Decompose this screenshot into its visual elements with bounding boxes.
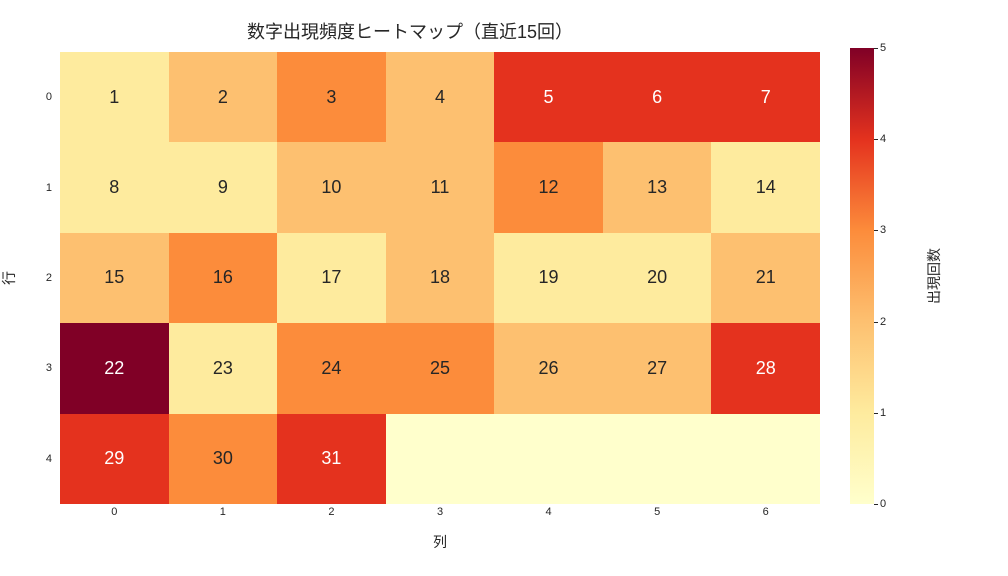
heatmap-cell: 30 [169,414,278,504]
y-tick: 0 [46,91,52,103]
y-tick: 4 [46,453,52,465]
y-tick: 1 [46,182,52,194]
heatmap-cell: 10 [277,142,386,232]
colorbar-tick: 4 [880,133,886,145]
x-tick: 6 [763,506,769,518]
heatmap-cell: 1 [60,52,169,142]
heatmap-grid: 1234567891011121314151617181920212223242… [60,52,820,504]
heatmap-cell: 20 [603,233,712,323]
x-tick: 4 [546,506,552,518]
heatmap-cell [386,414,495,504]
colorbar-label: 出現回数 [924,48,944,504]
heatmap-cell: 4 [386,52,495,142]
colorbar [850,48,874,504]
chart-title: 数字出現頻度ヒートマップ（直近15回） [0,18,820,44]
heatmap-cell: 11 [386,142,495,232]
heatmap-cell: 18 [386,233,495,323]
heatmap-cell: 29 [60,414,169,504]
y-tick: 2 [46,272,52,284]
heatmap-cell: 24 [277,323,386,413]
x-axis-label: 列 [60,532,820,552]
y-axis: 0 1 2 3 4 [24,52,54,504]
heatmap-cell: 15 [60,233,169,323]
heatmap-cell: 9 [169,142,278,232]
heatmap-cell: 8 [60,142,169,232]
heatmap-cell: 23 [169,323,278,413]
heatmap-cell: 3 [277,52,386,142]
colorbar-tick: 1 [880,407,886,419]
heatmap-cell: 12 [494,142,603,232]
heatmap-cell: 26 [494,323,603,413]
chart-wrapper: 数字出現頻度ヒートマップ（直近15回） 12345678910111213141… [0,0,1008,576]
heatmap-cell: 28 [711,323,820,413]
heatmap-cell: 21 [711,233,820,323]
heatmap-cell: 25 [386,323,495,413]
colorbar-tick: 5 [880,42,886,54]
colorbar-tick: 3 [880,224,886,236]
colorbar-gradient [850,48,874,504]
y-tick: 3 [46,362,52,374]
y-axis-label: 行 [0,52,18,504]
heatmap-cell: 13 [603,142,712,232]
x-tick: 2 [328,506,334,518]
x-tick: 0 [111,506,117,518]
colorbar-tick: 2 [880,316,886,328]
colorbar-tick: 0 [880,498,886,510]
heatmap-cell: 22 [60,323,169,413]
heatmap-cell: 16 [169,233,278,323]
colorbar-ticks: 012345 [880,48,910,504]
heatmap-cell: 7 [711,52,820,142]
heatmap-cell: 5 [494,52,603,142]
heatmap-cell: 31 [277,414,386,504]
heatmap-cell: 2 [169,52,278,142]
heatmap-cell: 14 [711,142,820,232]
heatmap-cell [494,414,603,504]
heatmap-cell [603,414,712,504]
x-axis: 0 1 2 3 4 5 6 [60,506,820,528]
heatmap-cell [711,414,820,504]
heatmap-plot: 1234567891011121314151617181920212223242… [60,52,820,504]
x-tick: 3 [437,506,443,518]
x-tick: 1 [220,506,226,518]
x-tick: 5 [654,506,660,518]
heatmap-cell: 6 [603,52,712,142]
heatmap-cell: 19 [494,233,603,323]
heatmap-cell: 17 [277,233,386,323]
heatmap-cell: 27 [603,323,712,413]
